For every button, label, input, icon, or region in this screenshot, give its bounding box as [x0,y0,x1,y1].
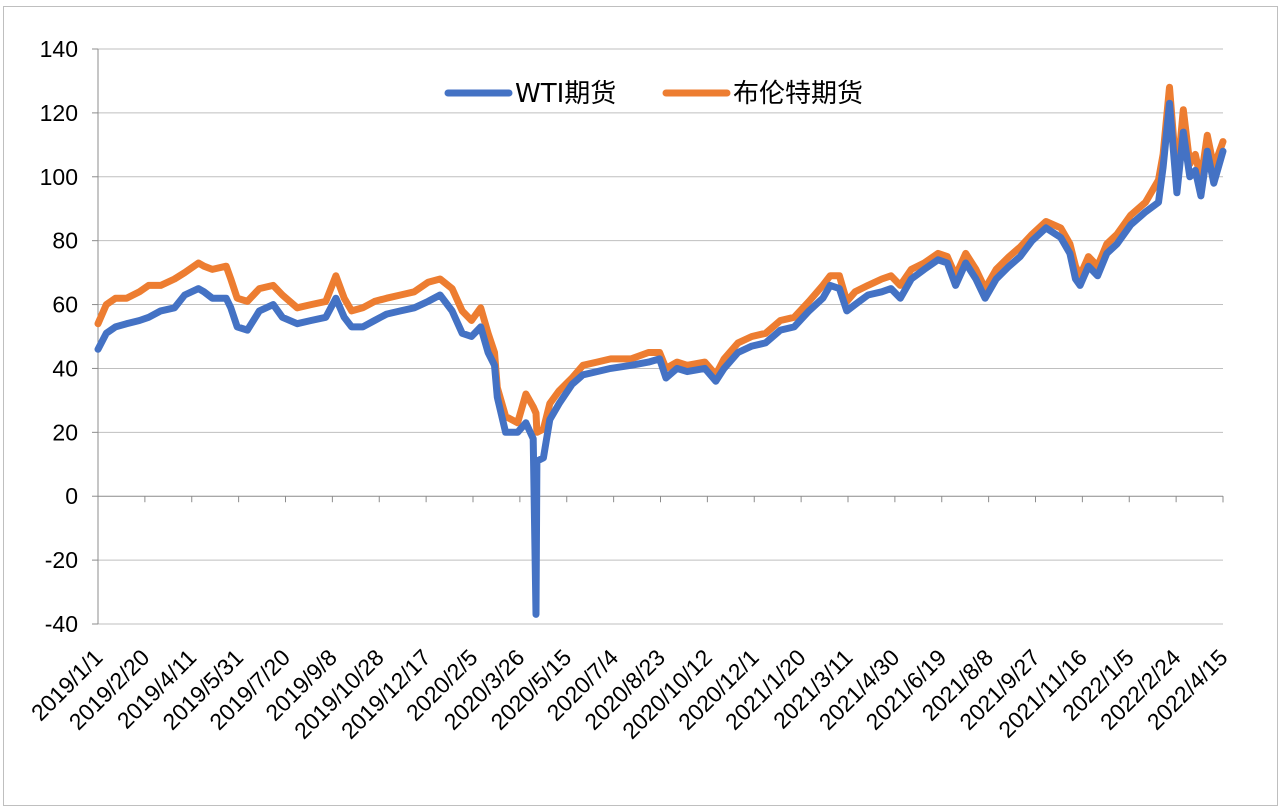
line-chart: -40 -20 0 20 40 60 80 100 120 140 2019/1/12019/2/… [26,36,1233,744]
y-tick-label: 140 [40,36,78,62]
axes [97,49,1223,624]
grid-lines [92,48,1223,625]
legend-label-brent: 布伦特期货 [733,79,863,109]
series-line-brent [94,83,1227,436]
y-tick-labels: -40 -20 0 20 40 60 80 100 120 140 [40,36,78,637]
series-lines [94,83,1227,618]
x-tick-labels: 2019/1/12019/2/202019/4/112019/5/312019/… [26,496,1233,744]
y-tick-label: -20 [45,547,78,573]
y-tick-label: 120 [40,100,78,126]
y-tick-label: 40 [52,355,78,381]
legend: WTI期货 布伦特期货 [444,79,863,109]
series-line-wti [94,99,1227,618]
y-tick-label: 0 [65,483,78,509]
y-tick-label: 20 [52,419,78,445]
y-tick-label: 100 [40,164,78,190]
chart-frame: -40 -20 0 20 40 60 80 100 120 140 2019/1/1 2019/2/… [3,6,1278,806]
y-tick-label: 60 [52,292,78,318]
y-tick-label: 80 [52,228,78,254]
y-tick-label: -40 [45,611,78,637]
legend-label-wti: WTI期货 [515,79,616,109]
